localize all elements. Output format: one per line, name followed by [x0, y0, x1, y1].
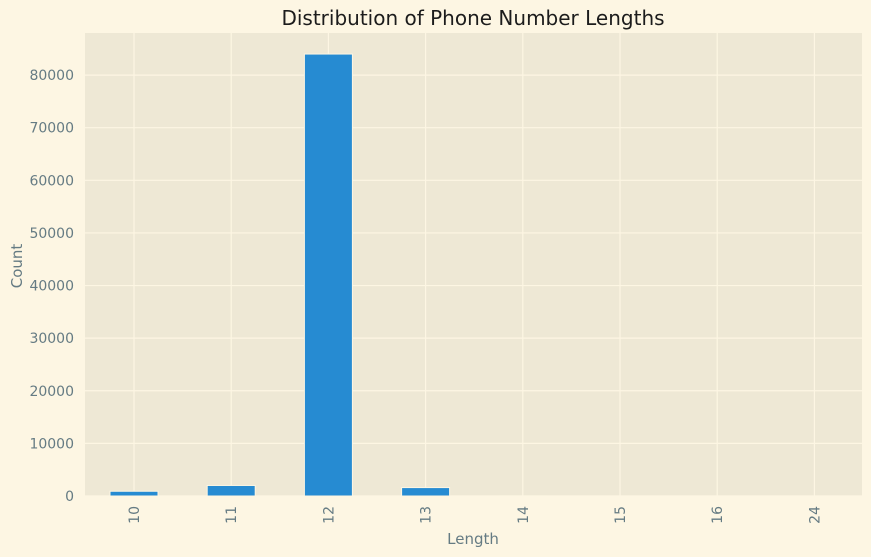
- bar-10: [109, 490, 159, 497]
- x-tick-label: 12: [321, 506, 337, 524]
- x-tick-label: 10: [127, 506, 143, 524]
- x-tick-label: 16: [710, 506, 726, 524]
- x-tick-label: 15: [613, 506, 629, 524]
- bars: [109, 53, 839, 497]
- plot-area: [85, 33, 862, 496]
- chart-title: Distribution of Phone Number Lengths: [281, 6, 664, 30]
- y-tick-label: 70000: [29, 121, 74, 137]
- x-tick-label: 11: [224, 506, 240, 524]
- y-tick-label: 50000: [29, 226, 74, 242]
- y-tick-label: 40000: [29, 279, 74, 295]
- bar-13: [401, 487, 451, 497]
- y-tick-label: 60000: [29, 173, 74, 189]
- y-tick-label: 80000: [29, 68, 74, 84]
- x-axis-ticks: 10 11 12 13 14 15 16 24: [127, 506, 823, 524]
- y-tick-label: 0: [65, 489, 74, 505]
- y-axis-ticks: 0 10000 20000 30000 40000 50000 60000 70000 8000…: [29, 68, 74, 505]
- y-tick-label: 30000: [29, 331, 74, 347]
- x-tick-label: 24: [807, 506, 823, 524]
- bar-12: [303, 53, 353, 497]
- x-axis-label: Length: [447, 530, 499, 548]
- y-tick-label: 10000: [29, 436, 74, 452]
- bar-11: [206, 484, 256, 497]
- x-tick-label: 14: [516, 506, 532, 524]
- y-axis-label: Count: [8, 244, 26, 289]
- x-tick-label: 13: [419, 506, 435, 524]
- y-tick-label: 20000: [29, 384, 74, 400]
